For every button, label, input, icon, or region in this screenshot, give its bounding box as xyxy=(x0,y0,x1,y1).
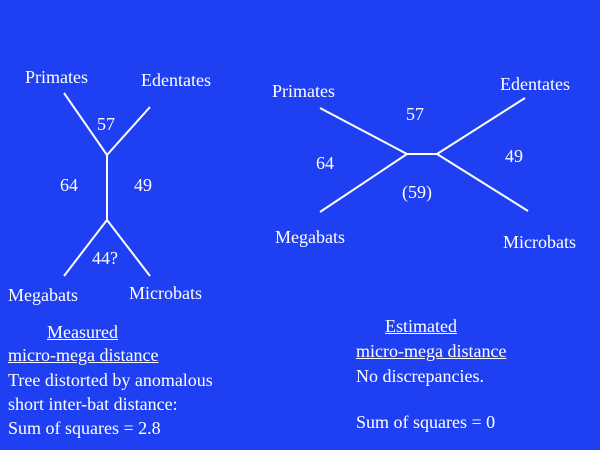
right-tree-edentates-branch xyxy=(436,97,526,155)
right-tree-microbats-branch xyxy=(436,153,529,212)
right-tree xyxy=(319,97,529,213)
left-tree-edentates-branch xyxy=(106,106,151,156)
left-caption-line3: Tree distorted by anomalous xyxy=(8,370,213,390)
right-tree-distance-top: 57 xyxy=(406,104,424,124)
right-tree-label-edentates: Edentates xyxy=(500,74,570,94)
right-tree-label-primates: Primates xyxy=(272,81,335,101)
left-tree-label-microbats: Microbats xyxy=(129,283,202,303)
left-caption-line5: Sum of squares = 2.8 xyxy=(8,418,161,438)
left-tree xyxy=(63,92,151,277)
right-tree-distance-bottom: (59) xyxy=(402,182,432,202)
left-tree-label-megabats: Megabats xyxy=(8,285,78,305)
left-caption-line4: short inter-bat distance: xyxy=(8,394,178,414)
left-tree-distance-bottom: 44? xyxy=(92,248,118,268)
left-tree-distance-top: 57 xyxy=(97,114,115,134)
right-tree-distance-left: 64 xyxy=(316,153,334,173)
right-caption-heading: Estimated xyxy=(385,316,457,336)
left-tree-label-primates: Primates xyxy=(25,67,88,87)
left-tree-microbats-branch xyxy=(106,219,151,277)
left-caption-heading: Measured xyxy=(47,322,118,342)
right-caption-subheading: micro-mega distance xyxy=(356,341,507,361)
left-tree-distance-right: 49 xyxy=(134,175,152,195)
right-tree-label-megabats: Megabats xyxy=(275,227,345,247)
left-tree-label-edentates: Edentates xyxy=(141,70,211,90)
right-tree-megabats-branch xyxy=(319,153,408,213)
right-caption-line4: Sum of squares = 0 xyxy=(356,412,496,432)
left-tree-primates-branch xyxy=(63,92,108,156)
left-tree-megabats-branch xyxy=(63,219,108,277)
left-caption-subheading: micro-mega distance xyxy=(8,345,159,365)
left-tree-distance-left: 64 xyxy=(60,175,78,195)
right-tree-label-microbats: Microbats xyxy=(503,232,576,252)
right-caption-line3: No discrepancies. xyxy=(356,366,484,386)
right-tree-distance-right: 49 xyxy=(505,146,523,166)
right-tree-primates-branch xyxy=(319,107,408,155)
